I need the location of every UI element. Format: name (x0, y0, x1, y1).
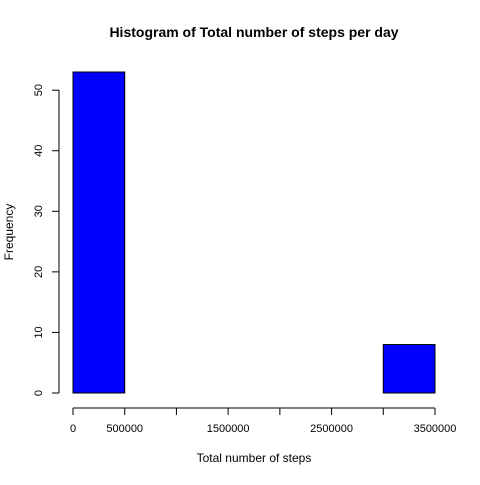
y-tick-label: 50 (33, 84, 45, 96)
x-tick-label: 0 (70, 423, 76, 435)
y-axis-label: Frequency (2, 204, 16, 261)
x-tick-label: 500000 (106, 423, 143, 435)
x-axis-label: Total number of steps (197, 451, 312, 465)
y-tick-label: 20 (33, 266, 45, 278)
y-tick-label: 40 (33, 145, 45, 157)
x-tick-label: 2500000 (310, 423, 353, 435)
x-axis: 0 500000 1500000 2500000 3500000 (70, 407, 457, 435)
x-tick-label: 3500000 (414, 423, 457, 435)
chart-title: Histogram of Total number of steps per d… (109, 24, 398, 40)
x-tick-label: 1500000 (207, 423, 250, 435)
y-tick-label: 0 (33, 390, 45, 396)
y-axis: 0 10 20 30 40 50 (33, 84, 60, 396)
y-tick-label: 10 (33, 326, 45, 338)
histogram-bar (72, 71, 126, 394)
y-tick-label: 30 (33, 205, 45, 217)
histogram-bar (382, 344, 436, 394)
bars-group (72, 71, 436, 394)
